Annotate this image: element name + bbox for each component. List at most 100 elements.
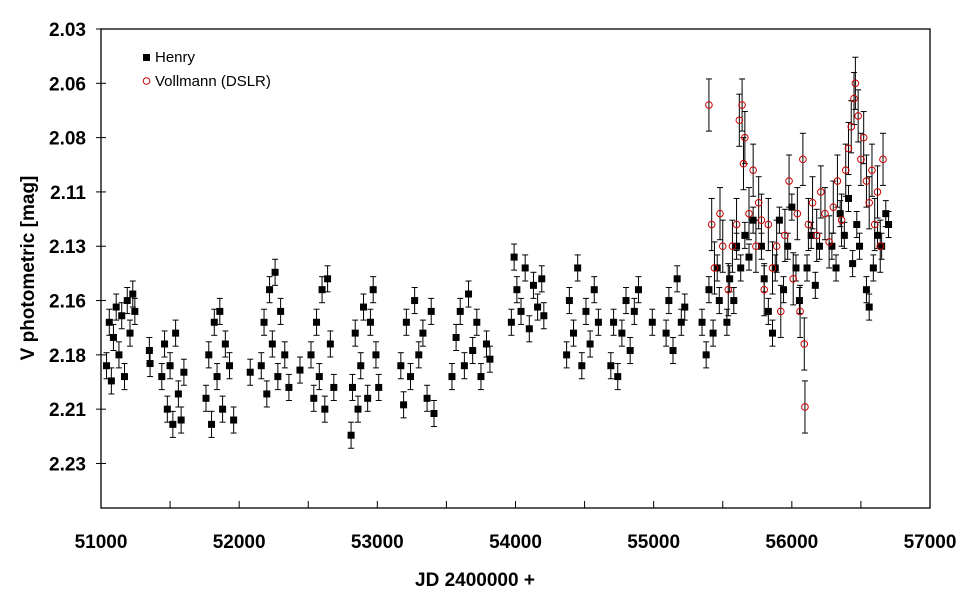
henry-point (109, 333, 117, 341)
vollmann-point (800, 340, 809, 348)
henry-point (607, 362, 615, 370)
vollmann-point (716, 209, 724, 218)
vollmann-point (799, 155, 807, 164)
henry-point (630, 307, 638, 315)
error-bars (103, 56, 892, 449)
henry-point (129, 290, 137, 298)
vollmann-point (776, 307, 785, 316)
henry-point (205, 351, 213, 359)
henry-point (862, 286, 870, 294)
vollmann-point (804, 220, 813, 229)
henry-point (225, 362, 233, 370)
henry-point (357, 362, 365, 370)
henry-point (540, 312, 548, 320)
vollmann-point (732, 220, 741, 229)
y-tick-label: 2.03 (49, 20, 86, 41)
henry-point (723, 318, 731, 326)
henry-point (118, 312, 126, 320)
henry-point (815, 242, 823, 250)
henry-point (486, 355, 494, 363)
henry-point (844, 194, 852, 202)
y-tick-label: 2.13 (49, 237, 86, 258)
henry-point (757, 242, 765, 250)
henry-point (274, 373, 282, 381)
henry-point (482, 340, 490, 348)
legend: Henry Vollmann (DSLR) (142, 49, 271, 90)
vollmann-point (724, 285, 733, 294)
henry-point (510, 253, 518, 261)
henry-point (780, 286, 788, 294)
henry-point (112, 303, 120, 311)
henry-point (673, 275, 681, 283)
vollmann-point (873, 188, 882, 196)
henry-point (123, 297, 131, 305)
henry-point (146, 360, 154, 368)
vollmann-point (821, 209, 829, 218)
vollmann-point (862, 177, 871, 185)
vollmann-point (772, 242, 781, 251)
henry-point (610, 318, 618, 326)
henry-point (469, 347, 477, 355)
vollmann-point (749, 166, 757, 175)
vollmann-point (808, 198, 817, 207)
henry-point (775, 216, 783, 224)
henry-point (318, 286, 326, 294)
henry-point (271, 268, 279, 276)
henry-point (277, 307, 285, 315)
vollmann-point (728, 242, 737, 251)
henry-point (313, 318, 321, 326)
henry-point (840, 231, 848, 239)
henry-point (853, 221, 861, 229)
henry-point (372, 351, 380, 359)
henry-point (257, 362, 265, 370)
henry-point (406, 373, 414, 381)
vollmann-point (829, 203, 838, 211)
vollmann-point (785, 177, 793, 185)
vollmann-point (825, 238, 833, 246)
legend-label-henry: Henry (155, 49, 196, 66)
henry-point (477, 373, 485, 381)
henry-point (709, 329, 717, 337)
henry-point (715, 297, 723, 305)
henry-point (268, 340, 276, 348)
henry-point (832, 264, 840, 272)
henry-point (126, 329, 134, 337)
henry-point (749, 216, 757, 224)
henry-point (665, 297, 673, 305)
vollmann-point (833, 177, 842, 185)
henry-point (764, 307, 772, 315)
henry-point (448, 373, 456, 381)
henry-point (807, 231, 815, 239)
henry-point (208, 420, 216, 428)
henry-point (565, 297, 573, 305)
henry-point (452, 333, 460, 341)
vollmann-point (789, 275, 798, 283)
vollmann-point (868, 166, 876, 175)
vollmann-point (781, 231, 789, 240)
henry-point (103, 362, 111, 370)
henry-point (634, 286, 642, 294)
henry-point (622, 297, 630, 305)
x-tick-label: 54000 (489, 532, 542, 553)
henry-point (473, 318, 481, 326)
vollmann-point (865, 198, 874, 207)
henry-point (771, 264, 779, 272)
henry-point (792, 264, 800, 272)
henry-point (803, 264, 811, 272)
henry-point (648, 318, 656, 326)
henry-point (230, 416, 238, 424)
henry-point (563, 351, 571, 359)
x-axis-title: JD 2400000 + (415, 570, 535, 591)
henry-point (574, 264, 582, 272)
henry-point (347, 431, 355, 439)
henry-point (266, 286, 274, 294)
x-tick-label: 57000 (904, 532, 957, 553)
henry-point (375, 383, 383, 391)
henry-point (315, 373, 323, 381)
vollmann-point (760, 285, 769, 294)
henry-point (285, 383, 293, 391)
henry-point (402, 318, 410, 326)
henry-point (105, 318, 113, 326)
henry-point (419, 329, 427, 337)
vollmann-point (735, 116, 744, 125)
